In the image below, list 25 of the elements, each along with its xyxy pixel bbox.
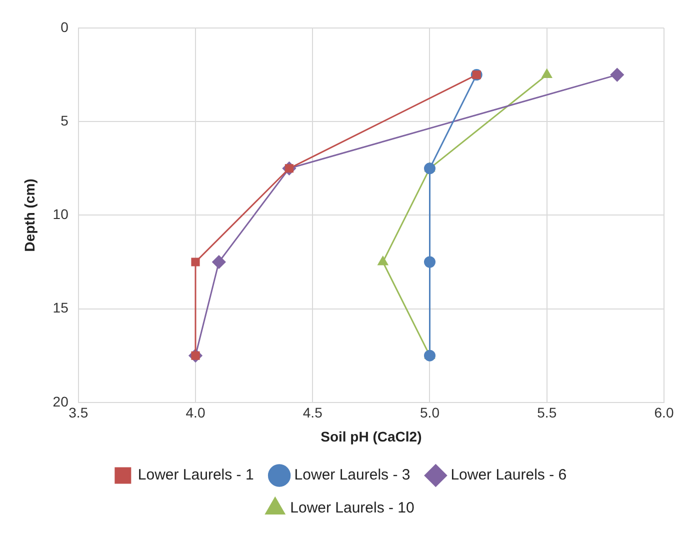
x-tick-label: 5.5 xyxy=(537,404,557,421)
x-tick-label: 4.0 xyxy=(186,404,206,421)
legend-label: Lower Laurels - 10 xyxy=(290,500,414,517)
point xyxy=(212,255,226,269)
x-tick-label: 4.5 xyxy=(302,404,323,421)
point xyxy=(378,256,388,266)
point xyxy=(424,350,436,362)
point xyxy=(542,69,552,78)
legend-label: Lower Laurels - 1 xyxy=(138,466,254,484)
y-tick-label: 20 xyxy=(52,393,69,410)
point xyxy=(424,256,436,268)
y-axis-title: Depth (cm) xyxy=(21,178,38,252)
y-tick-label: 10 xyxy=(52,206,69,222)
legend-label: Lower Laurels - 6 xyxy=(450,466,567,484)
point xyxy=(610,68,624,82)
y-tick-label: 5 xyxy=(60,112,69,128)
x-tick-label: 3.5 xyxy=(68,404,88,421)
legend-label: Lower Laurels - 3 xyxy=(294,466,410,484)
point xyxy=(191,258,200,266)
x-tick-label: 6.0 xyxy=(654,404,674,421)
y-tick-label: 15 xyxy=(52,300,69,316)
x-tick-label: 5.0 xyxy=(420,404,440,421)
x-axis-title: Soil pH (CaCl2) xyxy=(320,428,422,444)
point xyxy=(424,162,436,174)
y-tick-label: 0 xyxy=(60,18,69,35)
